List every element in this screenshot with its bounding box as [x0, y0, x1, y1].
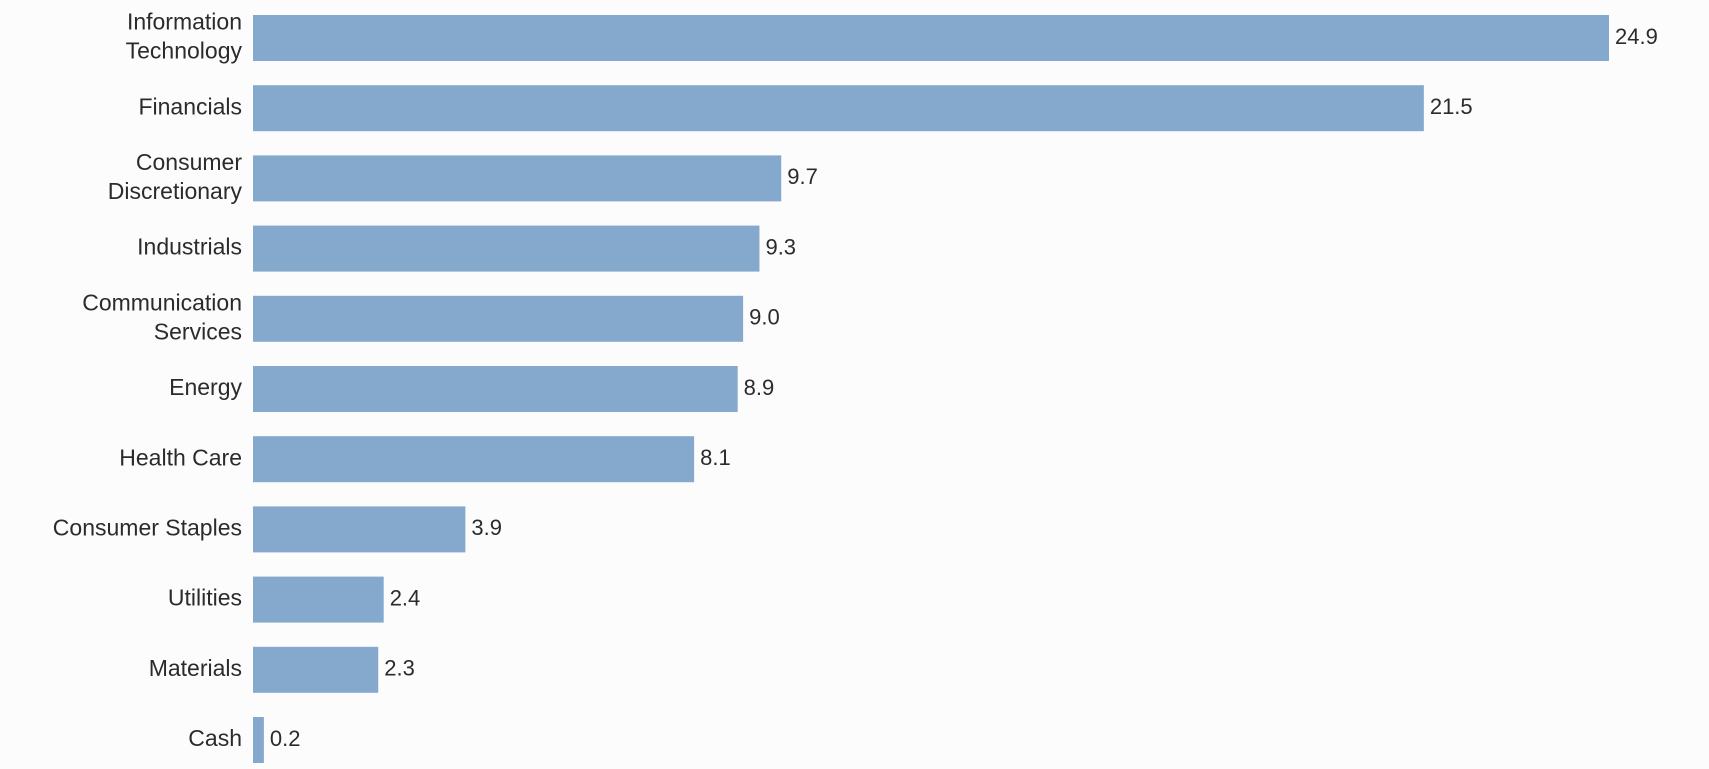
- bar-utilities: [253, 576, 384, 623]
- category-label-line: Energy: [169, 374, 242, 400]
- bar-energy: [253, 366, 738, 412]
- category-label-cash: Cash: [188, 725, 242, 751]
- bar-consumer-discretionary: [253, 155, 782, 202]
- category-label-industrials: Industrials: [137, 234, 242, 260]
- category-label-consumer-discretionary: Consumer Discretionary: [108, 149, 243, 204]
- value-label-cash: 0.2: [270, 726, 301, 751]
- value-label-consumer-staples: 3.9: [471, 515, 502, 540]
- category-label-information-technology: Information Technology: [126, 9, 243, 64]
- category-label-line: Cash: [188, 725, 242, 751]
- bar-health-care: [253, 436, 695, 483]
- category-label-communication-services: Communication Services: [82, 289, 242, 344]
- bar-materials: [253, 646, 379, 693]
- category-label-line: Services: [154, 318, 242, 344]
- value-label-consumer-discretionary: 9.7: [787, 164, 818, 189]
- value-labels-group: 24.9 21.5 9.7 9.3 9.0 8.9 8.1 3.9 2.4 2.3 0.2: [270, 24, 1658, 751]
- category-label-materials: Materials: [149, 655, 242, 681]
- value-label-information-technology: 24.9: [1615, 24, 1658, 49]
- value-label-communication-services: 9.0: [749, 305, 780, 330]
- bar-cash: [253, 717, 264, 763]
- bar-consumer-staples: [253, 506, 466, 553]
- category-label-energy: Energy: [169, 374, 242, 400]
- category-label-line: Communication: [82, 289, 242, 315]
- bar-financials: [253, 85, 1424, 132]
- value-label-materials: 2.3: [384, 656, 415, 681]
- value-label-industrials: 9.3: [765, 234, 796, 259]
- category-label-line: Consumer Staples: [53, 514, 242, 540]
- category-label-line: Technology: [126, 38, 243, 64]
- value-label-energy: 8.9: [744, 375, 775, 400]
- bars-group: [253, 15, 1609, 763]
- value-label-utilities: 2.4: [390, 585, 421, 610]
- category-label-consumer-staples: Consumer Staples: [53, 514, 242, 540]
- bar-industrials: [253, 225, 760, 272]
- category-label-line: Information: [127, 9, 242, 35]
- bar-information-technology: [253, 15, 1609, 61]
- category-label-line: Industrials: [137, 234, 242, 260]
- category-label-line: Financials: [138, 93, 242, 119]
- bar-communication-services: [253, 295, 744, 342]
- category-label-health-care: Health Care: [119, 444, 242, 470]
- category-label-line: Consumer: [136, 149, 242, 175]
- value-label-health-care: 8.1: [700, 445, 731, 470]
- category-label-financials: Financials: [138, 93, 242, 119]
- value-label-financials: 21.5: [1430, 94, 1473, 119]
- category-label-line: Discretionary: [108, 178, 243, 204]
- category-label-line: Materials: [149, 655, 242, 681]
- category-label-utilities: Utilities: [168, 585, 242, 611]
- category-label-line: Health Care: [119, 444, 242, 470]
- category-labels-group: Information Technology Financials Consumer D…: [53, 9, 243, 752]
- category-label-line: Utilities: [168, 585, 242, 611]
